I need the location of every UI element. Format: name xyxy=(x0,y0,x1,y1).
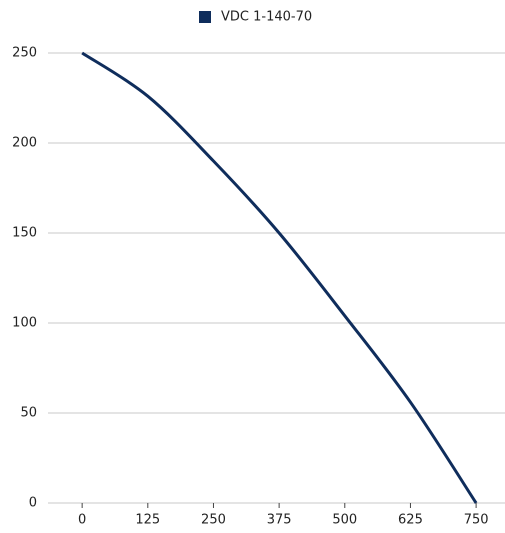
x-tick-label: 500 xyxy=(332,513,357,528)
y-tick-label: 150 xyxy=(12,226,37,241)
x-tick-label: 250 xyxy=(201,513,226,528)
legend-swatch xyxy=(199,11,211,23)
series-line xyxy=(81,51,478,504)
x-tick-label: 125 xyxy=(135,513,160,528)
y-tick-label: 250 xyxy=(12,46,37,61)
legend-label: VDC 1-140-70 xyxy=(221,10,312,25)
x-tick-label: 375 xyxy=(267,513,292,528)
x-tick-label: 625 xyxy=(398,513,423,528)
y-tick-label: 200 xyxy=(12,136,37,151)
x-tick-label: 750 xyxy=(464,513,489,528)
y-tick-label: 50 xyxy=(20,406,37,421)
y-tick-label: 0 xyxy=(29,496,37,511)
y-tick-label: 100 xyxy=(12,316,37,331)
x-tick-label: 0 xyxy=(78,513,86,528)
